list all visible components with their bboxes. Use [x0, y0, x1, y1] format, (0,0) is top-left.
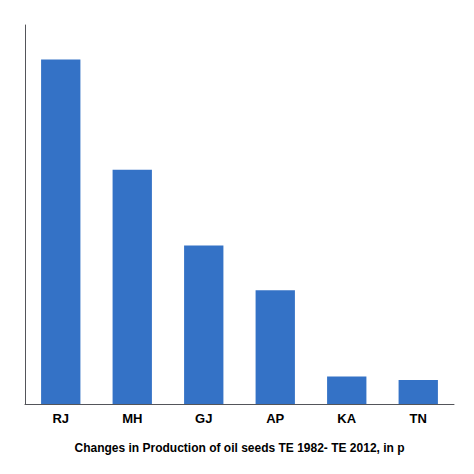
- svg-text:MH: MH: [122, 411, 142, 426]
- svg-text:RJ: RJ: [52, 411, 69, 426]
- svg-text:Changes in Production of oil s: Changes in Production of oil seeds TE 19…: [74, 441, 404, 455]
- svg-text:TN: TN: [410, 411, 427, 426]
- svg-text:GJ: GJ: [195, 411, 212, 426]
- svg-text:KA: KA: [337, 411, 356, 426]
- svg-text:AP: AP: [266, 411, 284, 426]
